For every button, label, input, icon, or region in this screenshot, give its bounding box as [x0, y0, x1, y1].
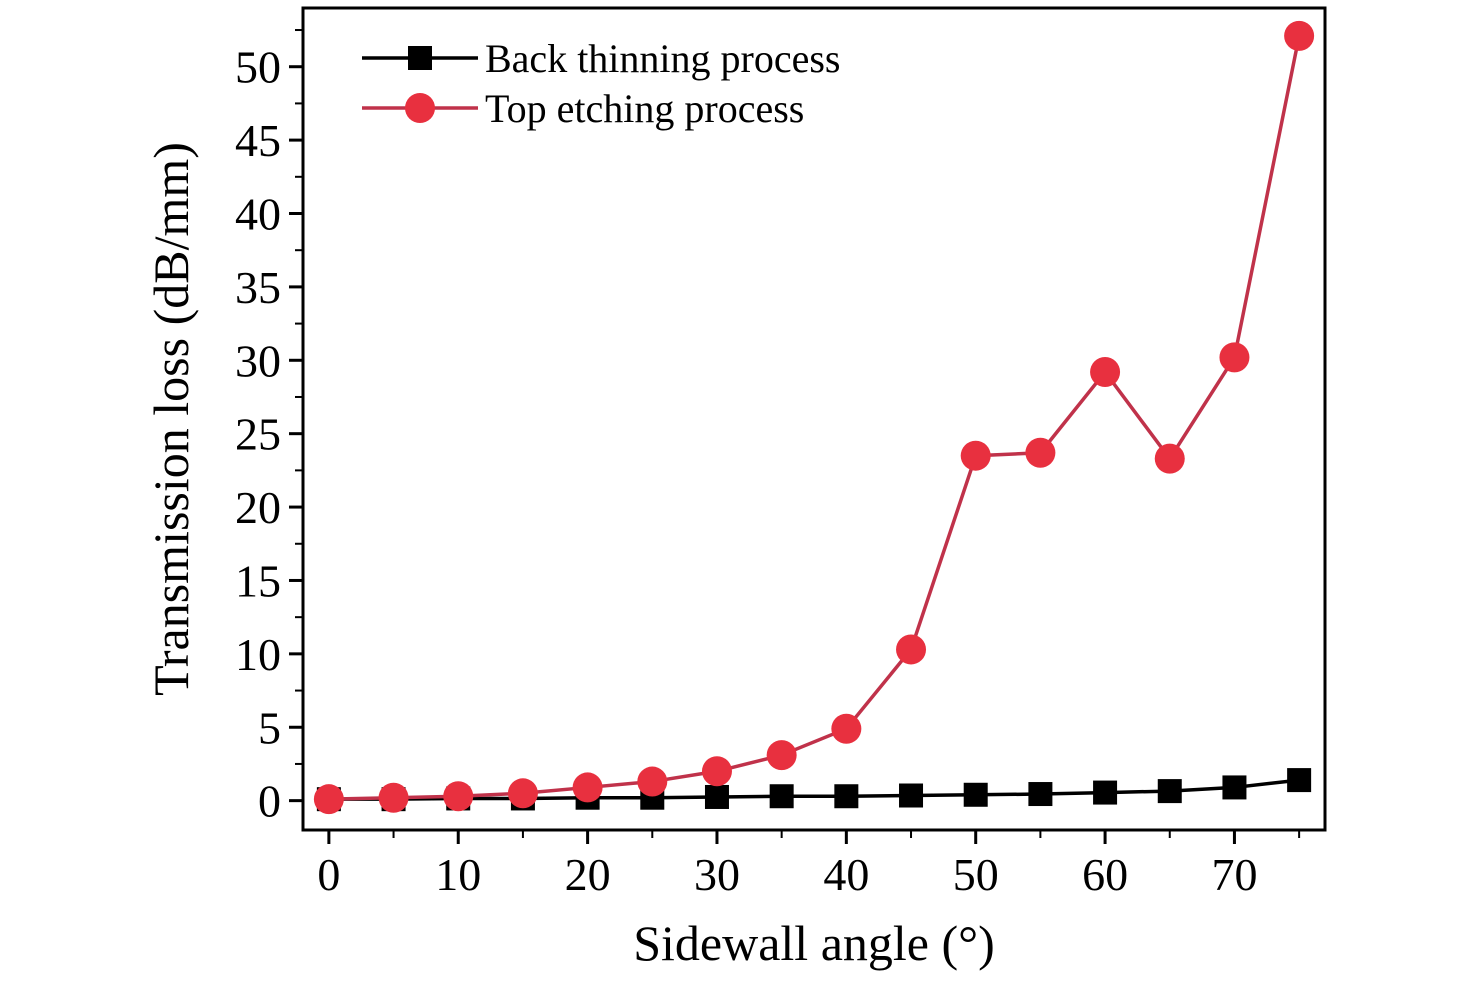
x-tick-label: 10: [435, 849, 481, 900]
data-point-top-etching-process: [701, 756, 732, 787]
x-tick-label: 20: [565, 849, 611, 900]
data-point-back-thinning-process: [704, 784, 729, 809]
data-point-top-etching-process: [766, 740, 797, 771]
data-point-back-thinning-process: [1157, 779, 1182, 804]
y-tick-label: 30: [235, 335, 281, 386]
legend: Back thinning process Top etching process: [362, 36, 841, 131]
y-tick-label: 50: [235, 42, 281, 93]
data-point-back-thinning-process: [1287, 768, 1312, 793]
x-tick-label: 60: [1082, 849, 1128, 900]
y-axis-title: Transmission loss (dB/mm): [143, 142, 199, 696]
data-point-top-etching-process: [443, 781, 474, 812]
data-point-top-etching-process: [378, 782, 409, 813]
data-point-back-thinning-process: [1222, 775, 1247, 800]
data-point-top-etching-process: [1154, 443, 1185, 474]
x-tick-label: 40: [823, 849, 869, 900]
data-point-top-etching-process: [1025, 437, 1056, 468]
data-point-back-thinning-process: [899, 783, 924, 808]
series-line-top-etching-process: [328, 35, 1301, 801]
y-tick-label: 45: [235, 115, 281, 166]
data-point-top-etching-process: [960, 440, 991, 471]
y-tick-label: 15: [235, 555, 281, 606]
data-point-back-thinning-process: [1028, 782, 1053, 807]
y-tick-label: 40: [235, 189, 281, 240]
x-tick-label: 70: [1211, 849, 1257, 900]
legend-marker-circle: [405, 93, 435, 123]
legend-label: Top etching process: [485, 86, 804, 131]
x-tick-label: 50: [953, 849, 999, 900]
x-tick-label: 0: [317, 849, 340, 900]
y-tick-label: 0: [258, 776, 281, 827]
plot-frame: [301, 6, 1327, 832]
data-point-top-etching-process: [1284, 20, 1315, 51]
y-tick-label: 35: [235, 262, 281, 313]
data-point-top-etching-process: [507, 778, 538, 809]
data-point-top-etching-process: [572, 772, 603, 803]
data-point-back-thinning-process: [1093, 780, 1118, 805]
data-point-top-etching-process: [637, 766, 668, 797]
y-tick-label: 5: [258, 702, 281, 753]
data-point-top-etching-process: [896, 634, 927, 665]
data-point-top-etching-process: [1219, 342, 1250, 373]
series-line-back-thinning-process: [328, 778, 1300, 801]
data-point-back-thinning-process: [769, 784, 794, 809]
x-axis-title: Sidewall angle (°): [633, 915, 995, 971]
y-tick-label: 10: [235, 629, 281, 680]
legend-label: Back thinning process: [485, 36, 841, 81]
x-tick-label: 30: [694, 849, 740, 900]
data-point-back-thinning-process: [834, 784, 859, 809]
data-point-back-thinning-process: [963, 782, 988, 807]
data-point-top-etching-process: [313, 784, 344, 815]
data-point-top-etching-process: [831, 713, 862, 744]
legend-marker-square: [408, 46, 432, 70]
data-point-top-etching-process: [1090, 357, 1121, 388]
y-tick-label: 20: [235, 482, 281, 533]
y-tick-label: 25: [235, 409, 281, 460]
